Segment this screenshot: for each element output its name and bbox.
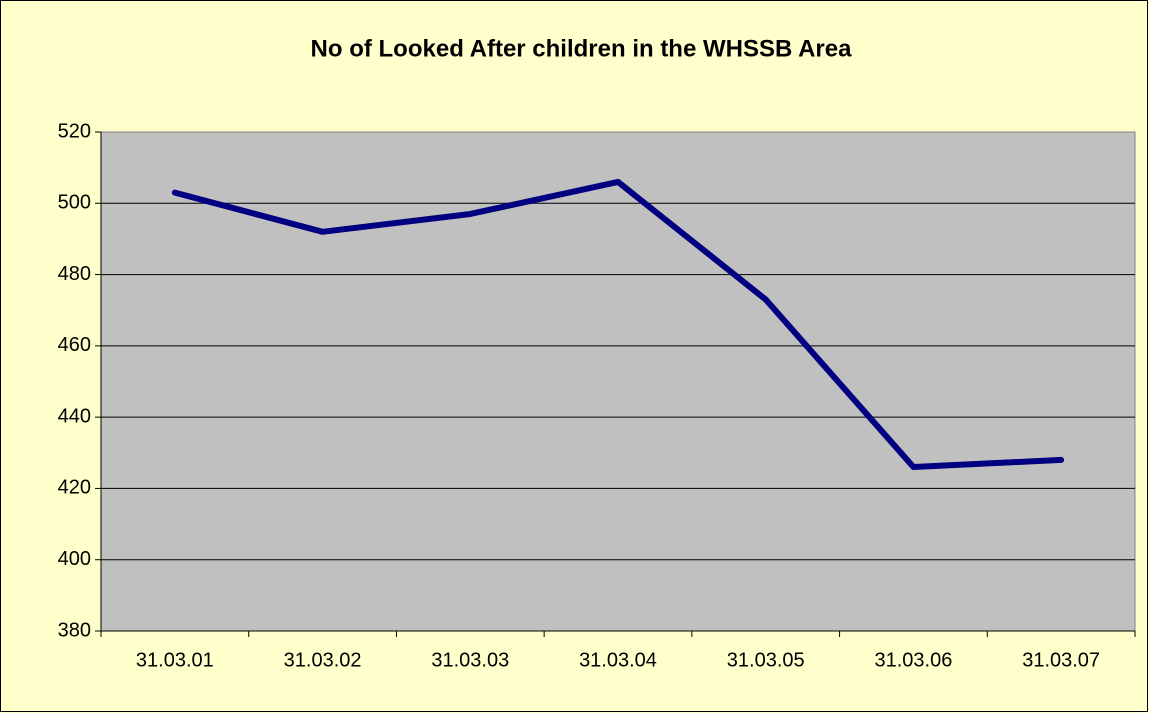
x-tick-label: 31.03.02 (284, 649, 362, 671)
x-tick-label: 31.03.05 (727, 649, 805, 671)
y-tick-label: 500 (58, 192, 91, 214)
x-tick-label: 31.03.04 (579, 649, 657, 671)
y-tick-label: 440 (58, 405, 91, 427)
chart-title: No of Looked After children in the WHSSB… (311, 35, 853, 62)
data-line (171, 178, 1065, 471)
y-tick-label: 400 (58, 548, 91, 570)
x-tick-label: 31.03.07 (1022, 649, 1100, 671)
y-tick-label: 460 (58, 334, 91, 356)
y-tick-label: 380 (58, 619, 91, 641)
x-tick-label: 31.03.06 (874, 649, 952, 671)
plot-area (100, 131, 1136, 632)
y-tick-label: 480 (58, 263, 91, 285)
x-tick-label: 31.03.01 (136, 649, 214, 671)
x-tick-label: 31.03.03 (431, 649, 509, 671)
y-tick-label: 520 (58, 120, 91, 142)
y-tick-label: 420 (58, 477, 91, 499)
